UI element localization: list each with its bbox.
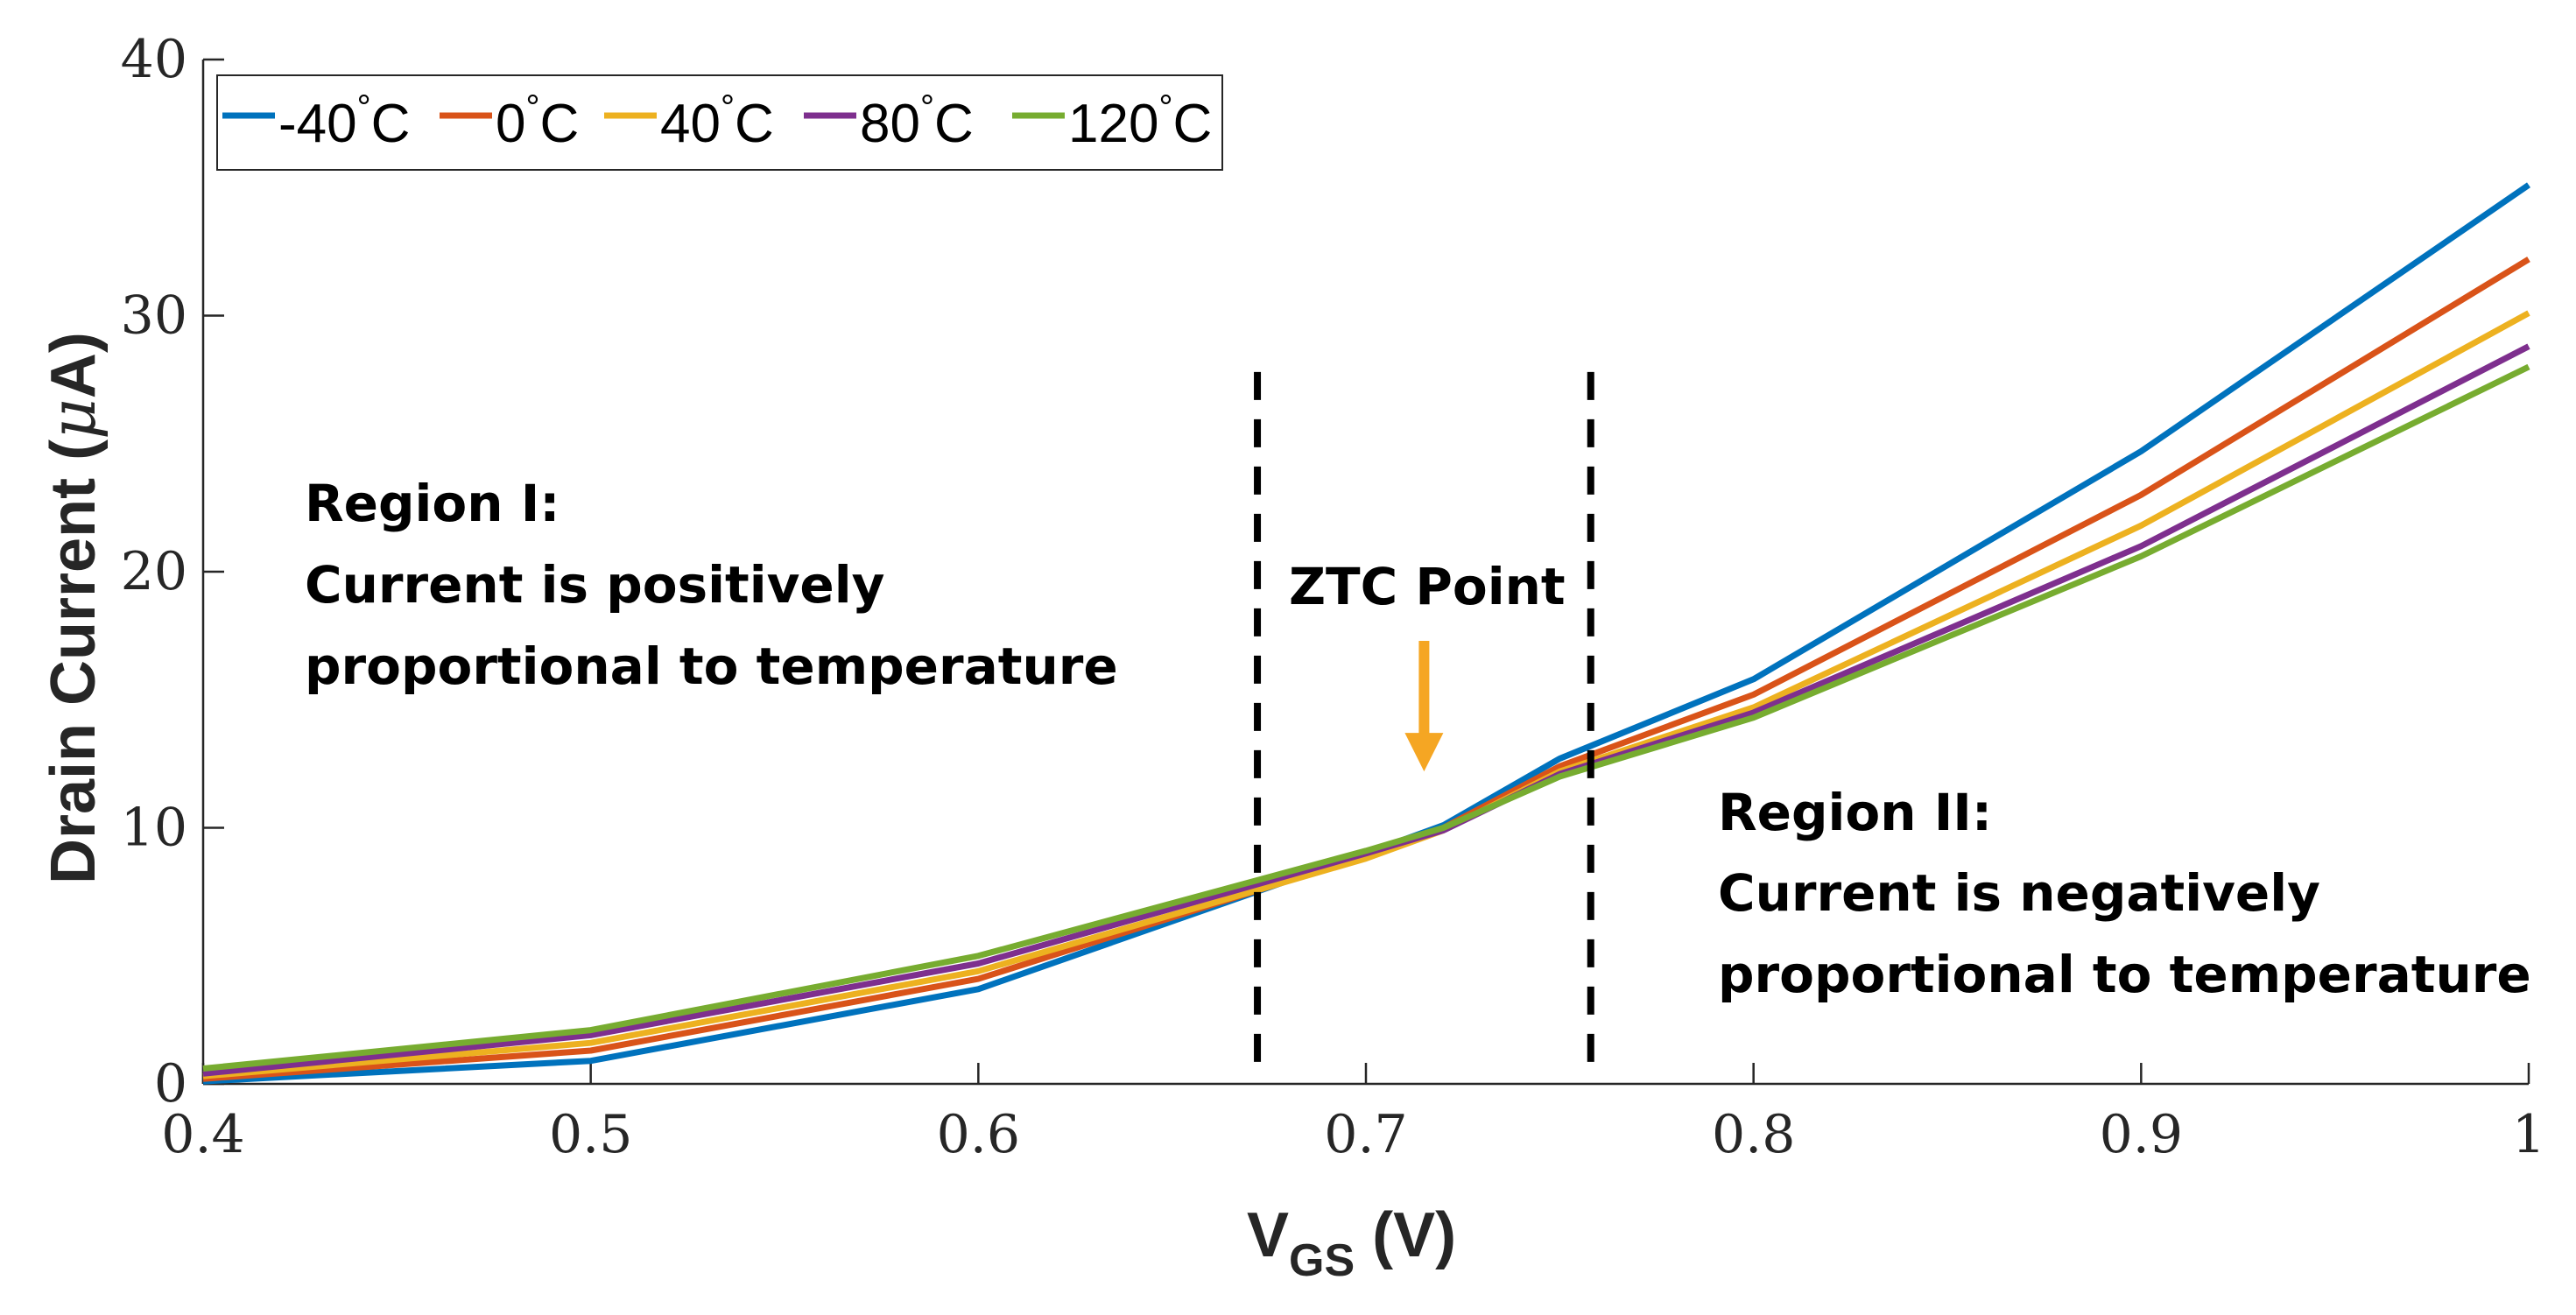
y-tick-label: 20 — [121, 541, 187, 602]
x-tick-label: 0.8 — [1712, 1104, 1795, 1165]
legend-label: 40°C — [660, 88, 774, 154]
x-axis-title: VGS (V) — [1247, 1200, 1456, 1286]
legend-box — [216, 74, 1223, 171]
x-tick-label: 0.4 — [161, 1104, 244, 1165]
legend: -40°C 0°C 40°C 80°C 120°C — [216, 74, 1223, 171]
region1-title: Region I: — [305, 474, 560, 533]
legend-label: -40°C — [278, 88, 410, 154]
region2-line1: Current is negatively — [1718, 863, 2320, 923]
y-tick-label: 40 — [121, 29, 187, 90]
series-layer — [202, 182, 2530, 1085]
y-tick-label: 0 — [154, 1053, 187, 1115]
series-line-120c — [202, 363, 2530, 1072]
y-axis-title: Drain Current (μA) — [36, 332, 109, 884]
annotations: Region I: Current is positively proporti… — [305, 474, 2531, 1004]
x-tick-label: 0.7 — [1324, 1104, 1407, 1165]
y-tick-label: 30 — [121, 285, 187, 347]
region1-line2: proportional to temperature — [305, 636, 1118, 696]
region1-line1: Current is positively — [305, 555, 884, 615]
x-tick-label: 0.5 — [549, 1104, 632, 1165]
ztc-arrow-head — [1404, 733, 1444, 772]
x-tick-label: 0.6 — [937, 1104, 1020, 1165]
y-tick-label: 10 — [121, 798, 187, 859]
x-tick-label: 1 — [2512, 1104, 2545, 1165]
legend-label: 120°C — [1068, 88, 1212, 154]
region2-line2: proportional to temperature — [1718, 945, 2531, 1004]
x-tick-label: 0.9 — [2100, 1104, 2183, 1165]
region2-title: Region II: — [1718, 783, 1992, 842]
legend-label: 0°C — [496, 88, 579, 154]
axis-titles: VGS (V) Drain Current (μA) — [36, 332, 1456, 1286]
region-dividers — [1254, 371, 1594, 1080]
legend-label: 80°C — [860, 88, 974, 154]
ztc-point-label: ZTC Point — [1289, 557, 1566, 616]
